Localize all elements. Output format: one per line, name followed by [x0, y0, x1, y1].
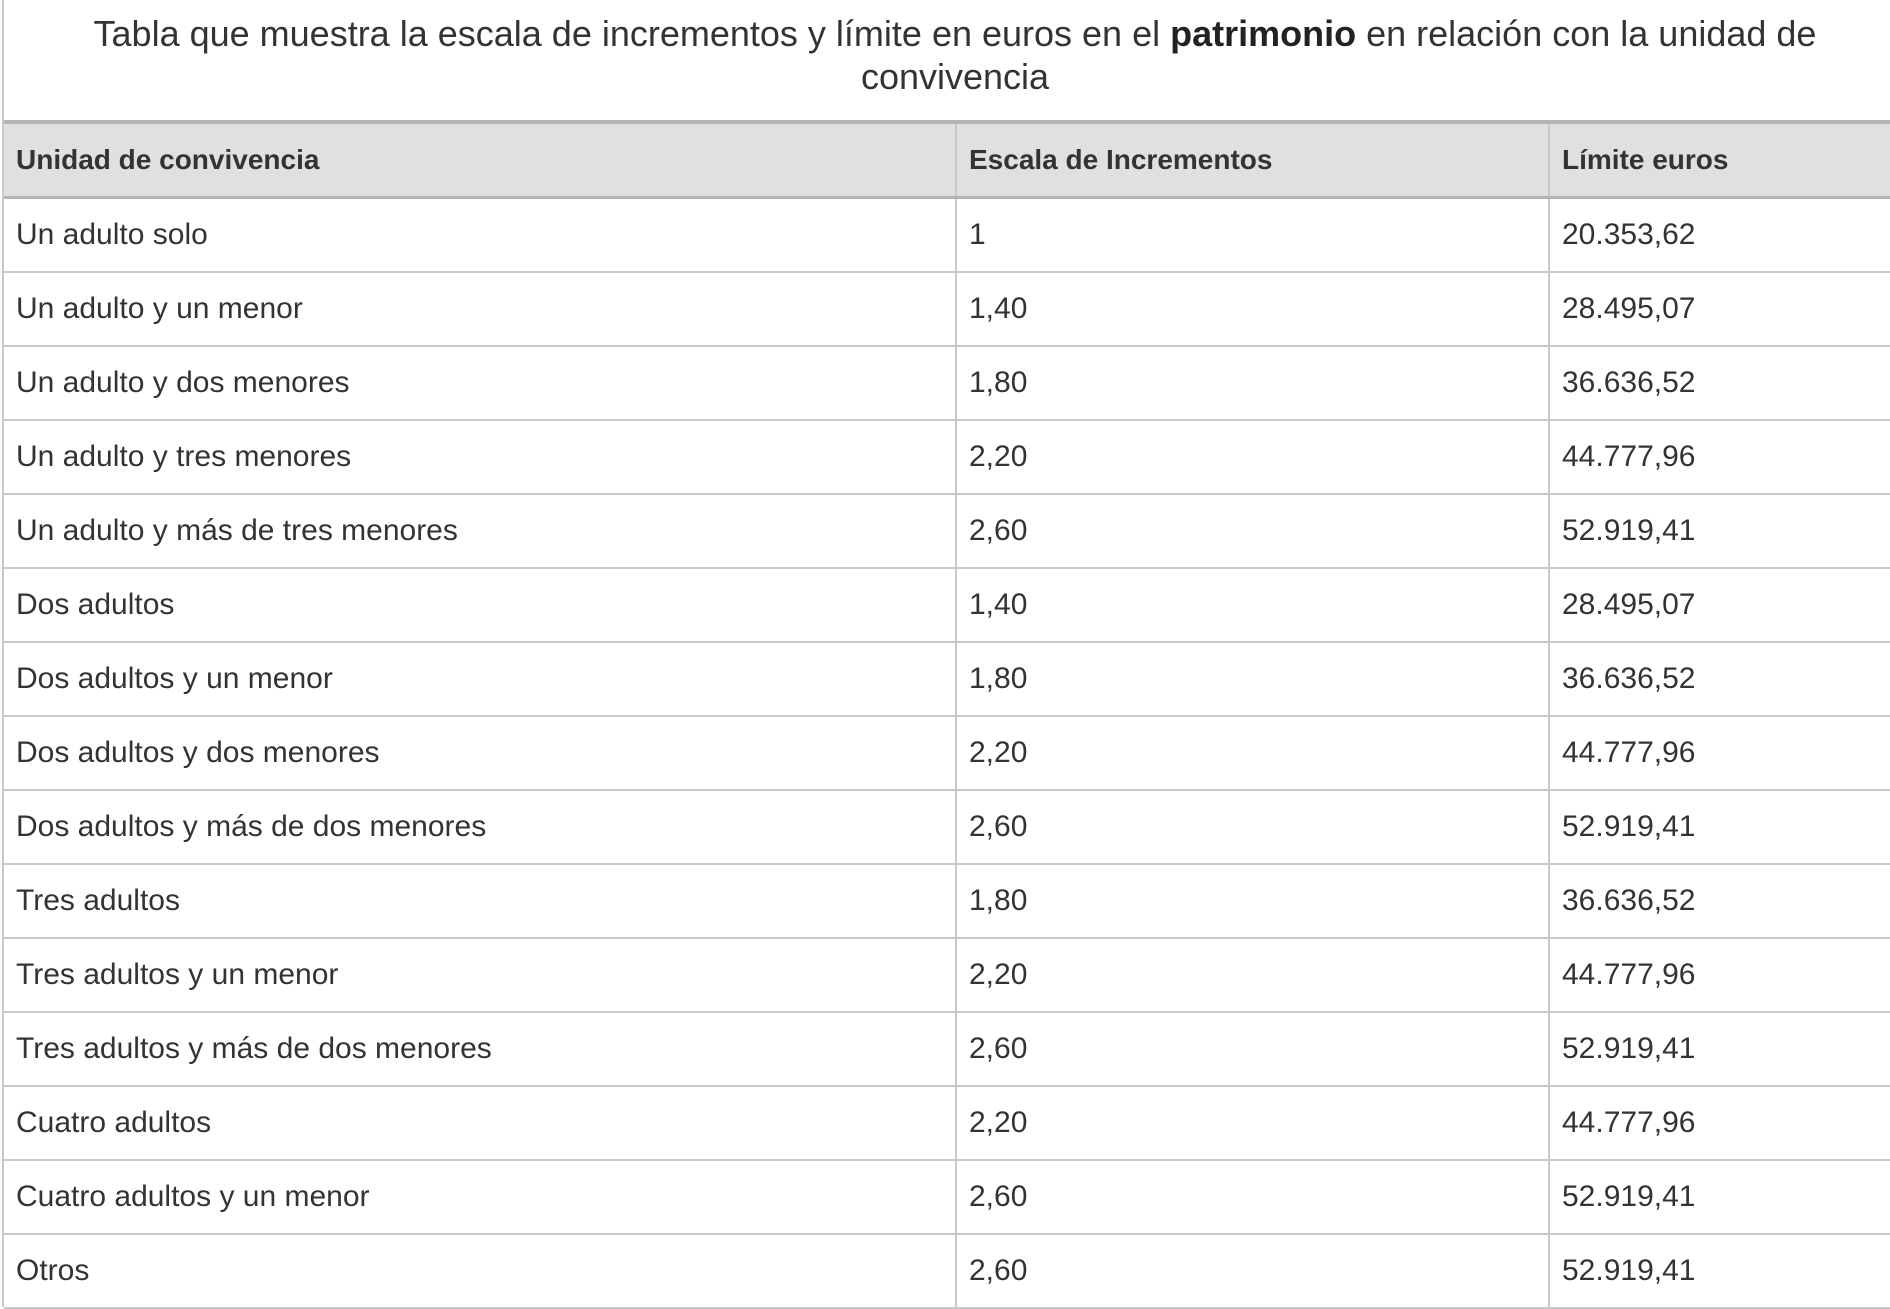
cell-escala: 2,60 — [956, 1012, 1550, 1087]
cell-unidad: Dos adultos y dos menores — [4, 716, 957, 791]
table-row: Dos adultos y un menor 1,80 36.636,52 — [4, 642, 1890, 717]
header-row: Unidad de convivencia Escala de Incremen… — [4, 120, 1890, 199]
table-row: Un adulto y dos menores 1,80 36.636,52 — [4, 346, 1890, 421]
cell-escala: 2,60 — [956, 790, 1550, 865]
cell-unidad: Un adulto solo — [4, 197, 957, 273]
header-escala: Escala de Incrementos — [956, 120, 1550, 199]
cell-limite: 44.777,96 — [1549, 716, 1890, 791]
cell-limite: 52.919,41 — [1549, 494, 1890, 569]
table-row: Un adulto y tres menores 2,20 44.777,96 — [4, 420, 1890, 495]
cell-limite: 52.919,41 — [1549, 1234, 1890, 1309]
table-row: Cuatro adultos 2,20 44.777,96 — [4, 1086, 1890, 1161]
cell-limite: 28.495,07 — [1549, 272, 1890, 347]
cell-unidad: Cuatro adultos — [4, 1086, 957, 1161]
cell-unidad: Un adulto y dos menores — [4, 346, 957, 421]
cell-unidad: Un adulto y más de tres menores — [4, 494, 957, 569]
cell-limite: 36.636,52 — [1549, 346, 1890, 421]
cell-unidad: Dos adultos — [4, 568, 957, 643]
cell-escala: 1,40 — [956, 568, 1550, 643]
cell-limite: 52.919,41 — [1549, 1160, 1890, 1235]
table-row: Dos adultos y dos menores 2,20 44.777,96 — [4, 716, 1890, 791]
table-row: Un adulto y un menor 1,40 28.495,07 — [4, 272, 1890, 347]
cell-escala: 1,40 — [956, 272, 1550, 347]
header-unidad: Unidad de convivencia — [4, 120, 957, 199]
table-row: Tres adultos 1,80 36.636,52 — [4, 864, 1890, 939]
cell-unidad: Un adulto y un menor — [4, 272, 957, 347]
table-row: Tres adultos y un menor 2,20 44.777,96 — [4, 938, 1890, 1013]
cell-escala: 1,80 — [956, 346, 1550, 421]
header-limite: Límite euros — [1549, 120, 1890, 199]
cell-escala: 2,60 — [956, 494, 1550, 569]
cell-limite: 36.636,52 — [1549, 642, 1890, 717]
cell-escala: 2,20 — [956, 1086, 1550, 1161]
cell-limite: 52.919,41 — [1549, 790, 1890, 865]
cell-limite: 44.777,96 — [1549, 938, 1890, 1013]
cell-limite: 20.353,62 — [1549, 197, 1890, 273]
caption-bold: patrimonio — [1170, 13, 1357, 54]
table-caption: Tabla que muestra la escala de increment… — [60, 12, 1850, 98]
table-row: Otros 2,60 52.919,41 — [4, 1234, 1890, 1309]
cell-limite: 44.777,96 — [1549, 1086, 1890, 1161]
table-row: Tres adultos y más de dos menores 2,60 52.… — [4, 1012, 1890, 1087]
cell-escala: 2,60 — [956, 1234, 1550, 1309]
cell-limite: 36.636,52 — [1549, 864, 1890, 939]
cell-limite: 44.777,96 — [1549, 420, 1890, 495]
cell-escala: 2,20 — [956, 716, 1550, 791]
cell-escala: 2,20 — [956, 938, 1550, 1013]
caption-text-end: en relación con la unidad de convivencia — [860, 13, 1817, 97]
cell-unidad: Tres adultos — [4, 864, 957, 939]
cell-limite: 28.495,07 — [1549, 568, 1890, 643]
cell-escala: 2,60 — [956, 1160, 1550, 1235]
cell-unidad: Otros — [4, 1234, 957, 1309]
caption-text: Tabla que muestra la escala de increment… — [93, 13, 1171, 54]
cell-unidad: Dos adultos y más de dos menores — [4, 790, 957, 865]
table-row: Cuatro adultos y un menor 2,60 52.919,41 — [4, 1160, 1890, 1235]
cell-limite: 52.919,41 — [1549, 1012, 1890, 1087]
cell-escala: 1,80 — [956, 642, 1550, 717]
cell-unidad: Tres adultos y más de dos menores — [4, 1012, 957, 1087]
patrimonio-table: Unidad de convivencia Escala de Incremen… — [4, 120, 1890, 1309]
table-row: Un adulto y más de tres menores 2,60 52.91… — [4, 494, 1890, 569]
cell-unidad: Un adulto y tres menores — [4, 420, 957, 495]
table-row: Un adulto solo 1 20.353,62 — [4, 197, 1890, 273]
cell-escala: 1 — [956, 197, 1550, 273]
cell-unidad: Cuatro adultos y un menor — [4, 1160, 957, 1235]
cell-escala: 2,20 — [956, 420, 1550, 495]
cell-unidad: Dos adultos y un menor — [4, 642, 957, 717]
table-row: Dos adultos 1,40 28.495,07 — [4, 568, 1890, 643]
table-row: Dos adultos y más de dos menores 2,60 52.9… — [4, 790, 1890, 865]
cell-unidad: Tres adultos y un menor — [4, 938, 957, 1013]
cell-escala: 1,80 — [956, 864, 1550, 939]
